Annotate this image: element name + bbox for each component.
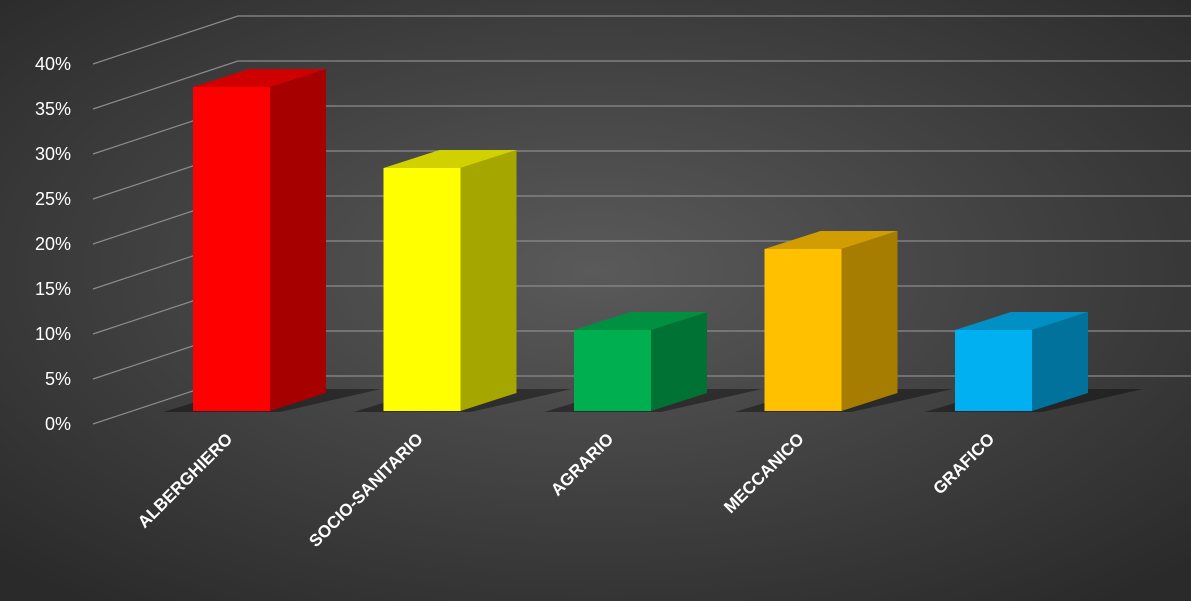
gridline: [92, 60, 1191, 110]
bar-side: [270, 69, 326, 411]
y-tick-label: 10%: [35, 324, 71, 344]
bar-top: [955, 312, 1088, 330]
y-tick-label: 5%: [45, 369, 71, 389]
bar-side: [1032, 312, 1088, 411]
bar: [574, 330, 651, 411]
bar-top: [193, 69, 326, 87]
y-tick-label: 25%: [35, 189, 71, 209]
bar: [193, 87, 270, 411]
bar: [383, 168, 461, 411]
bar-side: [651, 312, 707, 411]
bar-top: [383, 150, 517, 168]
bar-top: [764, 231, 898, 249]
y-tick-label: 0%: [45, 414, 71, 434]
y-tick-label: 40%: [35, 54, 71, 74]
bar-side: [841, 231, 898, 411]
bar-top: [574, 312, 707, 330]
bar-side: [460, 150, 517, 411]
bar: [764, 249, 842, 411]
bar: [955, 330, 1032, 411]
gridline: [92, 15, 1191, 65]
y-tick-label: 20%: [35, 234, 71, 254]
y-tick-label: 30%: [35, 144, 71, 164]
y-tick-label: 35%: [35, 99, 71, 119]
y-tick-label: 15%: [35, 279, 71, 299]
